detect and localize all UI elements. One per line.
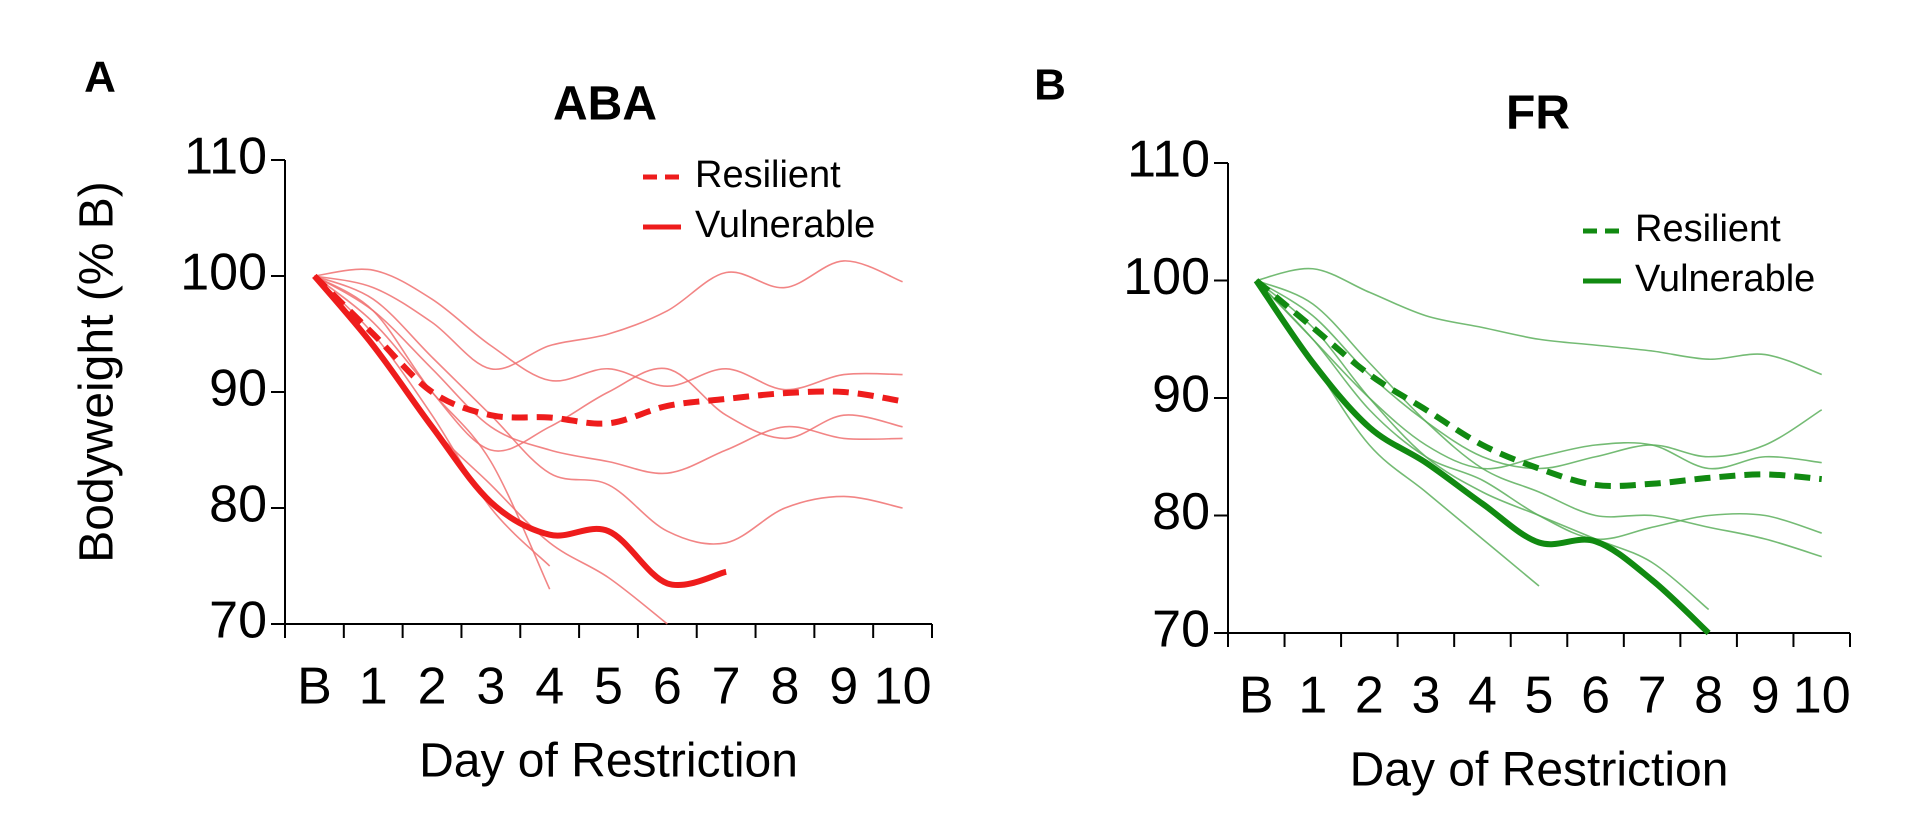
- x-tick-label: 6: [653, 658, 682, 716]
- x-tick-label: 8: [770, 658, 799, 716]
- x-tick-label: 6: [1581, 667, 1610, 725]
- legend-label: Vulnerable: [695, 204, 875, 246]
- individual-line: [1255, 279, 1710, 611]
- series-line: [1254, 278, 1822, 490]
- individual-line: [314, 268, 903, 391]
- x-tick-label: 10: [1793, 667, 1851, 725]
- x-tick-label: 9: [829, 658, 858, 716]
- x-tick-label: 7: [1638, 667, 1667, 725]
- y-tick-label: 70: [209, 592, 267, 650]
- individual-line: [1255, 280, 1540, 587]
- x-tick-label: 3: [476, 658, 505, 716]
- series-line: [312, 274, 727, 588]
- individual-line: [314, 275, 903, 452]
- x-tick-label: 3: [1411, 667, 1440, 725]
- x-tick-label: 10: [874, 658, 932, 716]
- y-tick-label: 90: [1152, 366, 1210, 424]
- legend-label: Vulnerable: [1635, 258, 1815, 300]
- chart-title: ABA: [553, 78, 657, 131]
- series-line: [1253, 278, 1711, 636]
- legend-label: Resilient: [695, 154, 841, 196]
- panel: A ABA 70 80 90 100 110 B 1 2 3 4 5 6 7 8 9 10 Day of Restr…: [71, 53, 933, 788]
- y-tick-label: 70: [1152, 601, 1210, 659]
- y-tick-label: 110: [1127, 131, 1210, 189]
- x-tick-label: 2: [1355, 667, 1384, 725]
- individual-line: [1255, 279, 1822, 558]
- x-tick-label: 1: [1298, 667, 1327, 725]
- individual-line: [314, 260, 903, 371]
- individual-line: [314, 275, 903, 475]
- x-tick-label: 2: [418, 658, 447, 716]
- chart-title: FR: [1506, 87, 1570, 140]
- x-tick-label: 4: [1468, 667, 1497, 725]
- individual-line: [1255, 279, 1822, 541]
- x-tick-label: 5: [1525, 667, 1554, 725]
- legend-label: Resilient: [1635, 208, 1781, 250]
- x-tick-label: 8: [1694, 667, 1723, 725]
- individual-line: [1256, 267, 1822, 376]
- x-tick-label: 5: [594, 658, 623, 716]
- y-tick-label: 80: [209, 476, 267, 534]
- panel-label: B: [1034, 61, 1066, 110]
- y-tick-label: 100: [180, 244, 267, 302]
- x-tick-label: B: [1239, 667, 1274, 725]
- x-axis-title: Day of Restriction: [1350, 744, 1729, 797]
- y-tick-label: 100: [1123, 248, 1210, 306]
- y-tick-label: 110: [184, 128, 267, 186]
- x-axis-title: Day of Restriction: [419, 735, 798, 788]
- individual-line: [314, 275, 903, 545]
- y-tick-label: 80: [1152, 483, 1210, 541]
- x-tick-label: 1: [359, 658, 388, 716]
- x-tick-label: 4: [535, 658, 564, 716]
- individual-line: [1255, 279, 1822, 470]
- y-axis-title: Bodyweight (% B): [71, 181, 124, 563]
- x-tick-label: B: [297, 658, 332, 716]
- panel-label: A: [84, 53, 116, 102]
- series-line: [312, 273, 904, 427]
- x-tick-label: 7: [712, 658, 741, 716]
- y-tick-label: 90: [209, 360, 267, 418]
- x-tick-label: 9: [1751, 667, 1780, 725]
